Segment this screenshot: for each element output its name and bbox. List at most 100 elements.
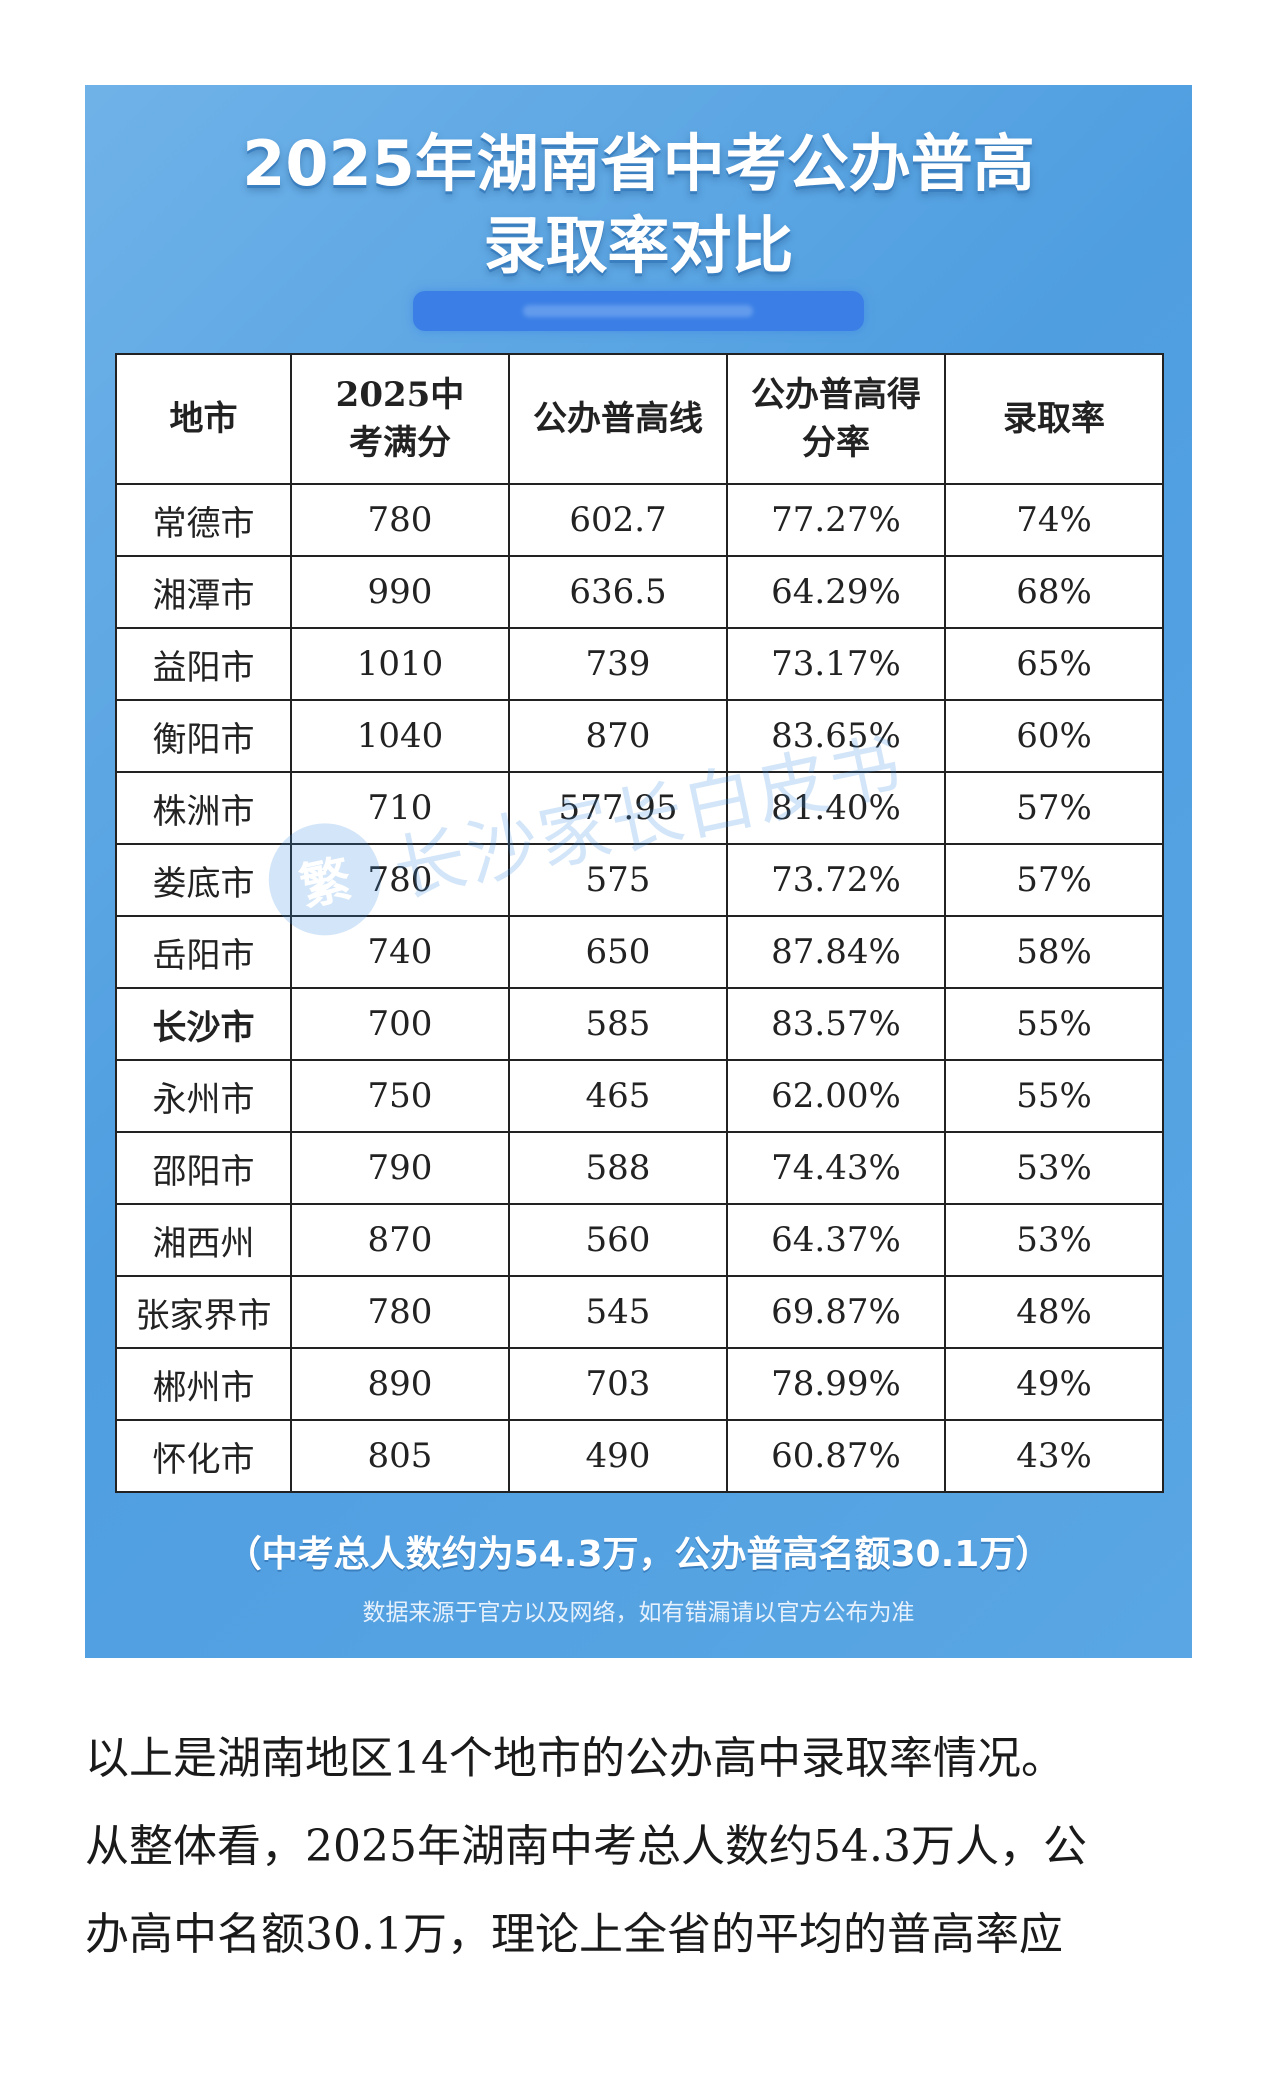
blurred-subtitle-text [523, 305, 753, 317]
poster-title-line2: 录取率对比 [483, 209, 794, 282]
blurred-subtitle-bar [413, 291, 864, 331]
cell-full-score: 805 [290, 1419, 510, 1493]
table-row: 株洲市 710 577.95 81.40% 57% [115, 771, 1164, 845]
cell-admission-rate: 55% [944, 1059, 1164, 1133]
cell-admission-rate: 57% [944, 771, 1164, 845]
cell-full-score: 990 [290, 555, 510, 629]
cell-score-rate: 73.72% [726, 843, 946, 917]
table-row: 永州市 750 465 62.00% 55% [115, 1059, 1164, 1133]
header-full-score-text: 2025中考满分 [335, 375, 465, 463]
cell-score-rate: 83.57% [726, 987, 946, 1061]
admission-rate-table: 地市 2025中考满分 公办普高线 公办普高得分率 录取率 常德市 780 602.… [115, 353, 1164, 1493]
table-row: 怀化市 805 490 60.87% 43% [115, 1419, 1164, 1493]
cell-score-rate: 73.17% [726, 627, 946, 701]
cell-admission-rate: 48% [944, 1275, 1164, 1349]
table-row: 岳阳市 740 650 87.84% 58% [115, 915, 1164, 989]
cell-full-score: 710 [290, 771, 510, 845]
cell-score-rate: 87.84% [726, 915, 946, 989]
cell-public-line: 870 [508, 699, 728, 773]
cell-public-line: 490 [508, 1419, 728, 1493]
cell-full-score: 750 [290, 1059, 510, 1133]
cell-admission-rate: 57% [944, 843, 1164, 917]
cell-city: 岳阳市 [115, 915, 292, 989]
cell-public-line: 585 [508, 987, 728, 1061]
cell-full-score: 780 [290, 1275, 510, 1349]
cell-admission-rate: 74% [944, 483, 1164, 557]
cell-full-score: 1040 [290, 699, 510, 773]
footnote-totals: （中考总人数约为54.3万，公办普高名额30.1万） [225, 1534, 1052, 1575]
table-row: 邵阳市 790 588 74.43% 53% [115, 1131, 1164, 1205]
poster-title: 2025年湖南省中考公办普高 录取率对比 [85, 123, 1192, 287]
cell-admission-rate: 68% [944, 555, 1164, 629]
table-row: 张家界市 780 545 69.87% 48% [115, 1275, 1164, 1349]
cell-public-line: 703 [508, 1347, 728, 1421]
cell-city: 益阳市 [115, 627, 292, 701]
cell-full-score: 780 [290, 843, 510, 917]
table-header-row: 地市 2025中考满分 公办普高线 公办普高得分率 录取率 [115, 353, 1164, 485]
cell-score-rate: 64.29% [726, 555, 946, 629]
cell-full-score: 1010 [290, 627, 510, 701]
cell-admission-rate: 58% [944, 915, 1164, 989]
cell-full-score: 890 [290, 1347, 510, 1421]
cell-score-rate: 69.87% [726, 1275, 946, 1349]
header-admission-rate: 录取率 [944, 353, 1164, 485]
cell-full-score: 870 [290, 1203, 510, 1277]
table-row: 湘潭市 990 636.5 64.29% 68% [115, 555, 1164, 629]
article-line-3: 办高中名额30.1万，理论上全省的平均的普高率应 [85, 1909, 1063, 1960]
header-full-score: 2025中考满分 [290, 353, 510, 485]
cell-score-rate: 62.00% [726, 1059, 946, 1133]
cell-public-line: 465 [508, 1059, 728, 1133]
cell-admission-rate: 55% [944, 987, 1164, 1061]
footnote-source: 数据来源于官方以及网络，如有错漏请以官方公布为准 [362, 1600, 915, 1626]
header-city: 地市 [115, 353, 292, 485]
header-score-rate-text: 公办普高得分率 [751, 375, 921, 463]
cell-score-rate: 78.99% [726, 1347, 946, 1421]
cell-admission-rate: 43% [944, 1419, 1164, 1493]
cell-admission-rate: 49% [944, 1347, 1164, 1421]
cell-public-line: 545 [508, 1275, 728, 1349]
cell-full-score: 790 [290, 1131, 510, 1205]
cell-city: 永州市 [115, 1059, 292, 1133]
cell-score-rate: 77.27% [726, 483, 946, 557]
cell-city: 长沙市 [115, 987, 292, 1061]
table-row: 益阳市 1010 739 73.17% 65% [115, 627, 1164, 701]
cell-admission-rate: 53% [944, 1131, 1164, 1205]
table-row: 郴州市 890 703 78.99% 49% [115, 1347, 1164, 1421]
table-body: 常德市 780 602.7 77.27% 74% 湘潭市 990 636.5 64.29% 68%… [115, 483, 1164, 1493]
cell-score-rate: 81.40% [726, 771, 946, 845]
table-row: 湘西州 870 560 64.37% 53% [115, 1203, 1164, 1277]
cell-public-line: 575 [508, 843, 728, 917]
cell-public-line: 739 [508, 627, 728, 701]
cell-public-line: 560 [508, 1203, 728, 1277]
cell-full-score: 780 [290, 483, 510, 557]
cell-city: 张家界市 [115, 1275, 292, 1349]
header-score-rate: 公办普高得分率 [726, 353, 946, 485]
cell-score-rate: 64.37% [726, 1203, 946, 1277]
cell-city: 怀化市 [115, 1419, 292, 1493]
cell-city: 衡阳市 [115, 699, 292, 773]
cell-public-line: 602.7 [508, 483, 728, 557]
article-text: 以上是湖南地区14个地市的公办高中录取率情况。 从整体看，2025年湖南中考总人… [85, 1715, 1205, 1979]
cell-city: 郴州市 [115, 1347, 292, 1421]
article-line-1: 以上是湖南地区14个地市的公办高中录取率情况。 [85, 1733, 1065, 1784]
table-row: 衡阳市 1040 870 83.65% 60% [115, 699, 1164, 773]
poster-title-line1: 2025年湖南省中考公办普高 [242, 127, 1035, 200]
table-row: 常德市 780 602.7 77.27% 74% [115, 483, 1164, 557]
cell-city: 湘潭市 [115, 555, 292, 629]
infographic-poster: 2025年湖南省中考公办普高 录取率对比 地市 2025中考满分 公办普高线 公… [85, 85, 1192, 1658]
cell-score-rate: 83.65% [726, 699, 946, 773]
table-row: 娄底市 780 575 73.72% 57% [115, 843, 1164, 917]
cell-admission-rate: 60% [944, 699, 1164, 773]
cell-full-score: 700 [290, 987, 510, 1061]
cell-public-line: 636.5 [508, 555, 728, 629]
cell-city: 常德市 [115, 483, 292, 557]
cell-admission-rate: 53% [944, 1203, 1164, 1277]
cell-city: 株洲市 [115, 771, 292, 845]
cell-city: 娄底市 [115, 843, 292, 917]
cell-public-line: 577.95 [508, 771, 728, 845]
header-public-line: 公办普高线 [508, 353, 728, 485]
cell-score-rate: 74.43% [726, 1131, 946, 1205]
cell-public-line: 588 [508, 1131, 728, 1205]
cell-admission-rate: 65% [944, 627, 1164, 701]
cell-full-score: 740 [290, 915, 510, 989]
